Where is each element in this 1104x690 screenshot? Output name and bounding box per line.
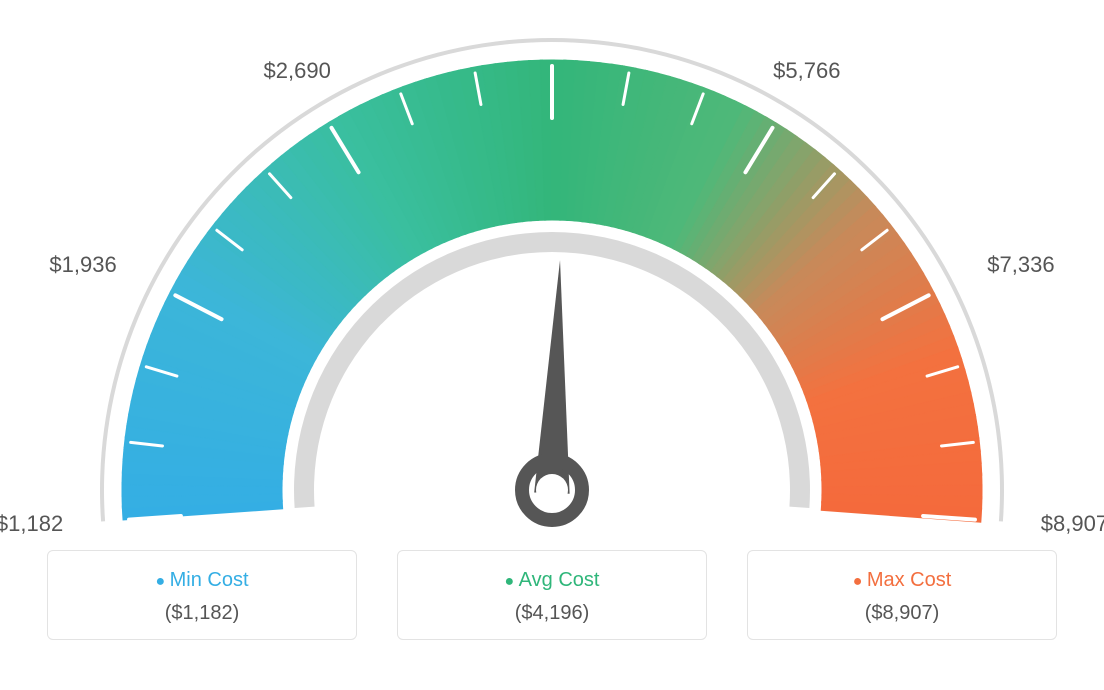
- gauge-tick-label: $5,766: [773, 58, 840, 84]
- gauge-tick-label: $1,936: [49, 252, 116, 278]
- gauge-tick-label: $7,336: [987, 252, 1054, 278]
- legend-row: Min Cost ($1,182) Avg Cost ($4,196) Max …: [0, 550, 1104, 640]
- legend-title-max: Max Cost: [758, 569, 1046, 592]
- gauge-tick-label: $2,690: [264, 58, 331, 84]
- legend-value-max: ($8,907): [758, 602, 1046, 625]
- legend-card-max: Max Cost ($8,907): [747, 550, 1057, 640]
- legend-value-avg: ($4,196): [408, 602, 696, 625]
- legend-title-avg: Avg Cost: [408, 569, 696, 592]
- gauge-chart: $1,182$1,936$2,690$4,196$5,766$7,336$8,9…: [0, 0, 1104, 530]
- legend-title-min: Min Cost: [58, 569, 346, 592]
- gauge-tick-label: $8,907: [1041, 511, 1104, 537]
- legend-card-min: Min Cost ($1,182): [47, 550, 357, 640]
- gauge-svg: [0, 0, 1104, 530]
- legend-card-avg: Avg Cost ($4,196): [397, 550, 707, 640]
- gauge-tick-label: $1,182: [0, 511, 63, 537]
- legend-value-min: ($1,182): [58, 602, 346, 625]
